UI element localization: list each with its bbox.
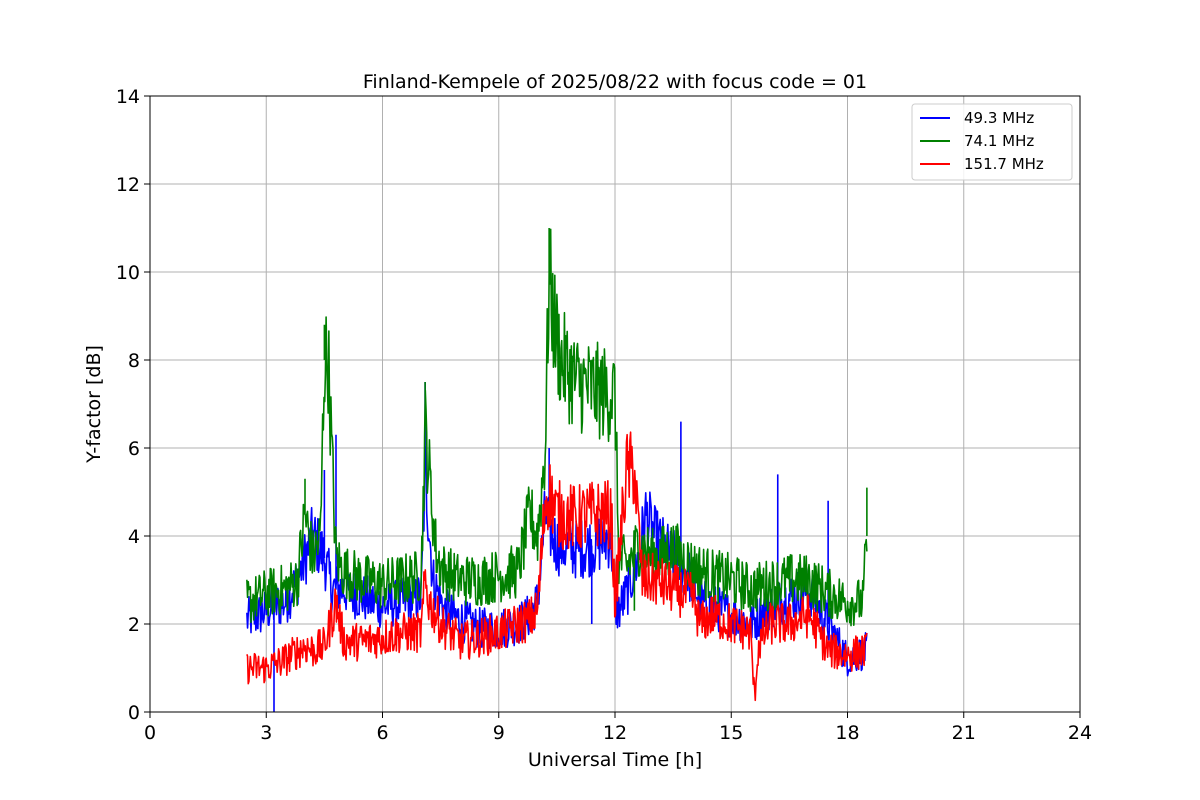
y-tick-label: 4	[128, 526, 140, 548]
legend: 49.3 MHz 74.1 MHz 151.7 MHz	[911, 103, 1073, 181]
x-tick-label: 9	[493, 722, 505, 744]
y-tick-label: 10	[116, 262, 140, 284]
x-tick-label: 24	[1068, 722, 1092, 744]
x-tick-label: 21	[952, 722, 976, 744]
x-tick-label: 3	[260, 722, 272, 744]
series-layer	[246, 228, 868, 712]
legend-entry: 74.1 MHz	[964, 132, 1034, 150]
y-tick-label: 0	[128, 702, 140, 724]
x-tick-label: 0	[144, 722, 156, 744]
x-tick-label: 18	[835, 722, 859, 744]
series-line-2	[246, 431, 868, 702]
legend-entry: 151.7 MHz	[964, 155, 1044, 173]
y-tick-label: 8	[128, 350, 140, 372]
chart-title: Finland-Kempele of 2025/08/22 with focus…	[363, 71, 867, 93]
y-tick-label: 12	[116, 174, 140, 196]
y-tick-label: 14	[116, 86, 140, 108]
x-tick-label: 12	[603, 722, 627, 744]
y-tick-label: 6	[128, 438, 140, 460]
legend-entry: 49.3 MHz	[964, 109, 1034, 127]
legend-box	[911, 103, 1073, 181]
x-axis-label: Universal Time [h]	[528, 749, 702, 771]
y-tick-label: 2	[128, 614, 140, 636]
x-tick-label: 15	[719, 722, 743, 744]
y-axis-label: Y-factor [dB]	[83, 345, 105, 464]
series-line-1	[246, 228, 868, 627]
x-tick-label: 6	[376, 722, 388, 744]
